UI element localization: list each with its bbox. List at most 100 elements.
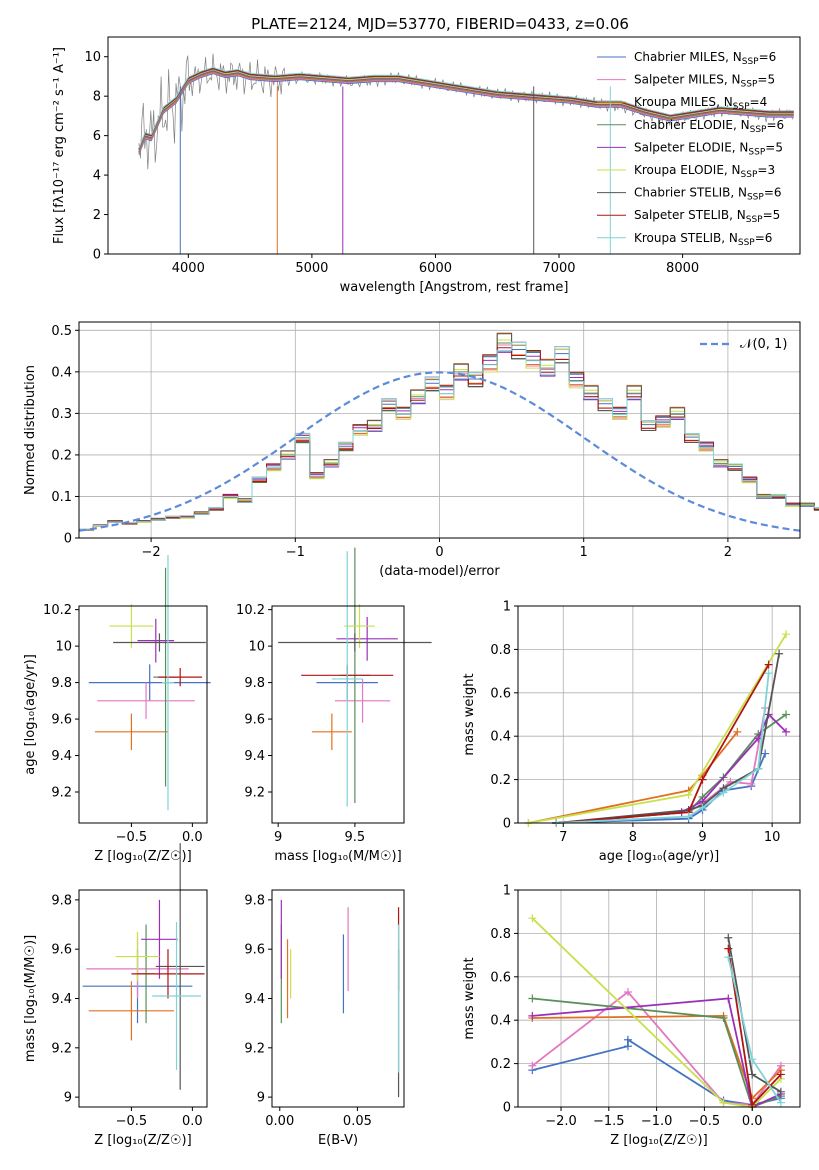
- mass-weight-marker: [776, 1087, 785, 1096]
- y-tick-label: 9.2: [51, 786, 72, 801]
- y-tick-label: 9.6: [244, 713, 265, 728]
- y-tick-label: 0.4: [490, 730, 511, 745]
- mass-weight-marker: [776, 1070, 785, 1079]
- mass-weight-marker: [528, 994, 537, 1003]
- legend-name: Salpeter ELODIE: [634, 140, 732, 154]
- y-tick-label: 1: [503, 884, 511, 899]
- y-tick-label: 9.6: [244, 943, 265, 958]
- legend-eq: =: [755, 231, 765, 245]
- x-tick-label: 9.5: [345, 830, 366, 845]
- legend-label: Salpeter MILES, NSSP=5: [634, 73, 775, 90]
- x-tick-label: 4000: [172, 261, 205, 276]
- x-tick-label: −0.5: [116, 830, 148, 845]
- mass-weight-marker: [528, 914, 537, 923]
- mass-weight-marker: [754, 764, 763, 773]
- x-tick-label: 6000: [419, 261, 452, 276]
- y-tick-label: 0: [503, 1101, 511, 1116]
- mass-weight-marker: [764, 660, 773, 669]
- legend-n-prefix: , N: [725, 50, 742, 64]
- legend-n-prefix: , N: [733, 118, 750, 132]
- axes-frame: [271, 889, 405, 1108]
- axes-frame: [78, 605, 208, 824]
- x-tick-label: 0.0: [182, 830, 203, 845]
- x-axis-label: Z [log₁₀(Z/Z☉)]: [94, 1133, 191, 1148]
- panel-age-vs-Z: −0.5 0.0 9.2 9.4 9.6 9.8 10 10.2 Z [log₁₀(Z/Z☉)]…: [23, 554, 211, 864]
- x-tick-label: 9: [698, 830, 706, 845]
- legend-sub: SSP: [747, 193, 764, 203]
- mass-weight-marker: [733, 727, 742, 736]
- model-spectrum-line: [138, 66, 794, 149]
- y-tick-label: 6: [93, 129, 101, 144]
- y-axis-label: mass weight: [462, 957, 477, 1039]
- y-tick-label: 0.4: [51, 365, 72, 380]
- mass-weight-line: [556, 712, 787, 824]
- legend-eq: =: [759, 50, 769, 64]
- panel-age-vs-mass: 9 9.5 9.2 9.4 9.6 9.8 10 10.2 mass [log₁₀(M/M☉)]: [236, 547, 432, 864]
- legend-sub: SSP: [741, 80, 758, 90]
- y-axis-label: mass weight: [462, 673, 477, 755]
- mass-weight-line: [531, 917, 782, 1108]
- legend-eq: =: [766, 118, 776, 132]
- legend-label: Kroupa STELIB, NSSP=6: [634, 231, 772, 248]
- legend-name: Chabrier MILES: [634, 50, 725, 64]
- mass-weight-marker: [724, 953, 733, 962]
- legend-n-prefix: , N: [730, 186, 747, 200]
- y-tick-label: 10.2: [236, 603, 265, 618]
- x-tick-label: 7000: [542, 261, 575, 276]
- x-tick-label: −2.0: [545, 1114, 577, 1129]
- y-tick-label: 9: [64, 1091, 72, 1106]
- y-tick-label: 0: [93, 248, 101, 263]
- model-spectrum-line: [138, 72, 794, 154]
- y-tick-label: 9.8: [51, 893, 72, 908]
- x-tick-label: 0.05: [343, 1114, 372, 1129]
- x-tick-label: 8: [629, 830, 637, 845]
- y-tick-label: 0.6: [490, 970, 511, 985]
- panel-residuals: 𝒩(0, 1) −2 −1 0 1 2 0 0.1 0.2 0.3 0.4 0.5 (data-mode…: [23, 321, 819, 579]
- model-spectrum-line: [138, 73, 794, 155]
- panel-mass-weight-vs-age: 7 8 9 10 0 0.2 0.4 0.6 0.8 1 age [log₁₀(age/yr)] ma…: [462, 600, 801, 864]
- legend-n: 5: [775, 140, 783, 154]
- x-tick-label: 9: [274, 830, 282, 845]
- mass-weight-line: [556, 664, 770, 824]
- x-axis-label: Z [log₁₀(Z/Z☉)]: [610, 1133, 707, 1148]
- legend-eq: =: [750, 95, 760, 109]
- mass-weight-line: [532, 997, 782, 1109]
- legend-sub: SSP: [750, 125, 767, 135]
- y-tick-label: 0.1: [51, 490, 72, 505]
- legend-n: 6: [765, 231, 773, 245]
- y-tick-label: 9.2: [244, 786, 265, 801]
- normal-curve-line: [78, 371, 801, 532]
- mass-weight-marker: [528, 1061, 537, 1070]
- mass-weight-marker: [761, 749, 770, 758]
- y-tick-label: 9.2: [51, 1041, 72, 1056]
- y-tick-label: 10: [248, 640, 265, 655]
- model-spectrum-line: [138, 68, 794, 150]
- legend-normal-label: 𝒩(0, 1): [740, 337, 787, 352]
- x-tick-label: −1.0: [641, 1114, 673, 1129]
- legend-name: Salpeter STELIB: [634, 208, 729, 222]
- axes-frame: [78, 889, 208, 1108]
- x-tick-label: 0.0: [182, 1114, 203, 1129]
- model-spectrum-line: [138, 69, 794, 152]
- y-tick-label: 8: [93, 90, 101, 105]
- y-tick-label: 9.8: [51, 676, 72, 691]
- x-tick-label: 8000: [666, 261, 699, 276]
- x-axis-label: Z [log₁₀(Z/Z☉)]: [94, 849, 191, 864]
- legend-n-prefix: , N: [721, 231, 738, 245]
- mass-weight-marker: [698, 775, 707, 784]
- y-tick-label: 10.2: [43, 603, 72, 618]
- legend-label: Chabrier ELODIE, NSSP=6: [634, 118, 784, 135]
- mass-weight-line: [528, 633, 787, 824]
- mass-weight-line: [556, 653, 780, 824]
- axes-frame: [107, 36, 801, 255]
- mass-weight-marker: [719, 1098, 728, 1107]
- mass-weight-line: [727, 937, 782, 1093]
- y-tick-label: 0.2: [490, 773, 511, 788]
- legend-name: Kroupa STELIB: [634, 231, 721, 245]
- legend-n: 6: [774, 186, 782, 200]
- model-spectrum-line: [138, 70, 794, 153]
- y-tick-label: 2: [93, 208, 101, 223]
- residual-histogram-step: [79, 347, 819, 531]
- legend-n: 6: [777, 118, 785, 132]
